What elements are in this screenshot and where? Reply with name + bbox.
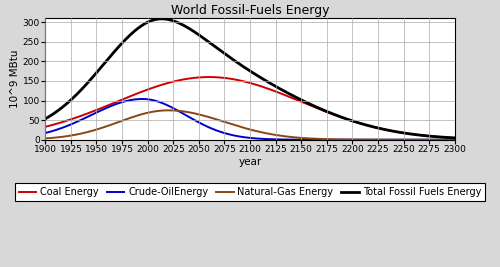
Crude-OilEnergy [114,103,119,106]
Line: Crude-OilEnergy: Crude-OilEnergy [46,99,455,140]
Crude-OilEnergy [444,138,450,141]
Total Fossil Fuels Energy [400,131,406,134]
Total Fossil Fuels Energy [42,117,48,120]
Natural-Gas Energy [452,138,458,141]
Total Fossil Fuels Energy [159,17,165,21]
Total Fossil Fuels Energy [114,48,119,51]
Total Fossil Fuels Energy [217,49,223,52]
Coal Energy [42,125,48,128]
Crude-OilEnergy [200,123,205,126]
Y-axis label: 10^9 MBtu: 10^9 MBtu [10,50,20,108]
Total Fossil Fuels Energy [444,136,450,139]
Natural-Gas Energy [217,119,223,122]
Crude-OilEnergy [452,138,458,141]
Crude-OilEnergy [89,113,95,116]
Line: Total Fossil Fuels Energy: Total Fossil Fuels Energy [46,19,455,138]
Crude-OilEnergy [140,97,145,101]
Coal Energy [400,131,406,134]
Natural-Gas Energy [444,138,450,141]
Natural-Gas Energy [165,109,171,112]
Line: Natural-Gas Energy: Natural-Gas Energy [46,110,455,140]
Crude-OilEnergy [217,130,223,133]
X-axis label: year: year [238,157,262,167]
Total Fossil Fuels Energy [452,136,458,140]
Natural-Gas Energy [400,138,406,141]
Line: Coal Energy: Coal Energy [46,77,455,138]
Coal Energy [89,110,95,113]
Coal Energy [217,76,223,79]
Coal Energy [200,76,205,79]
Total Fossil Fuels Energy [200,36,205,39]
Natural-Gas Energy [42,137,48,140]
Coal Energy [114,100,119,104]
Total Fossil Fuels Energy [89,76,95,80]
Coal Energy [444,136,450,139]
Natural-Gas Energy [89,129,95,132]
Coal Energy [452,136,458,140]
Natural-Gas Energy [114,121,119,124]
Legend: Coal Energy, Crude-OilEnergy, Natural-Gas Energy, Total Fossil Fuels Energy: Coal Energy, Crude-OilEnergy, Natural-Ga… [15,183,485,201]
Crude-OilEnergy [42,131,48,135]
Crude-OilEnergy [400,138,406,141]
Title: World Fossil-Fuels Energy: World Fossil-Fuels Energy [171,4,329,17]
Natural-Gas Energy [200,114,205,117]
Coal Energy [206,76,212,79]
